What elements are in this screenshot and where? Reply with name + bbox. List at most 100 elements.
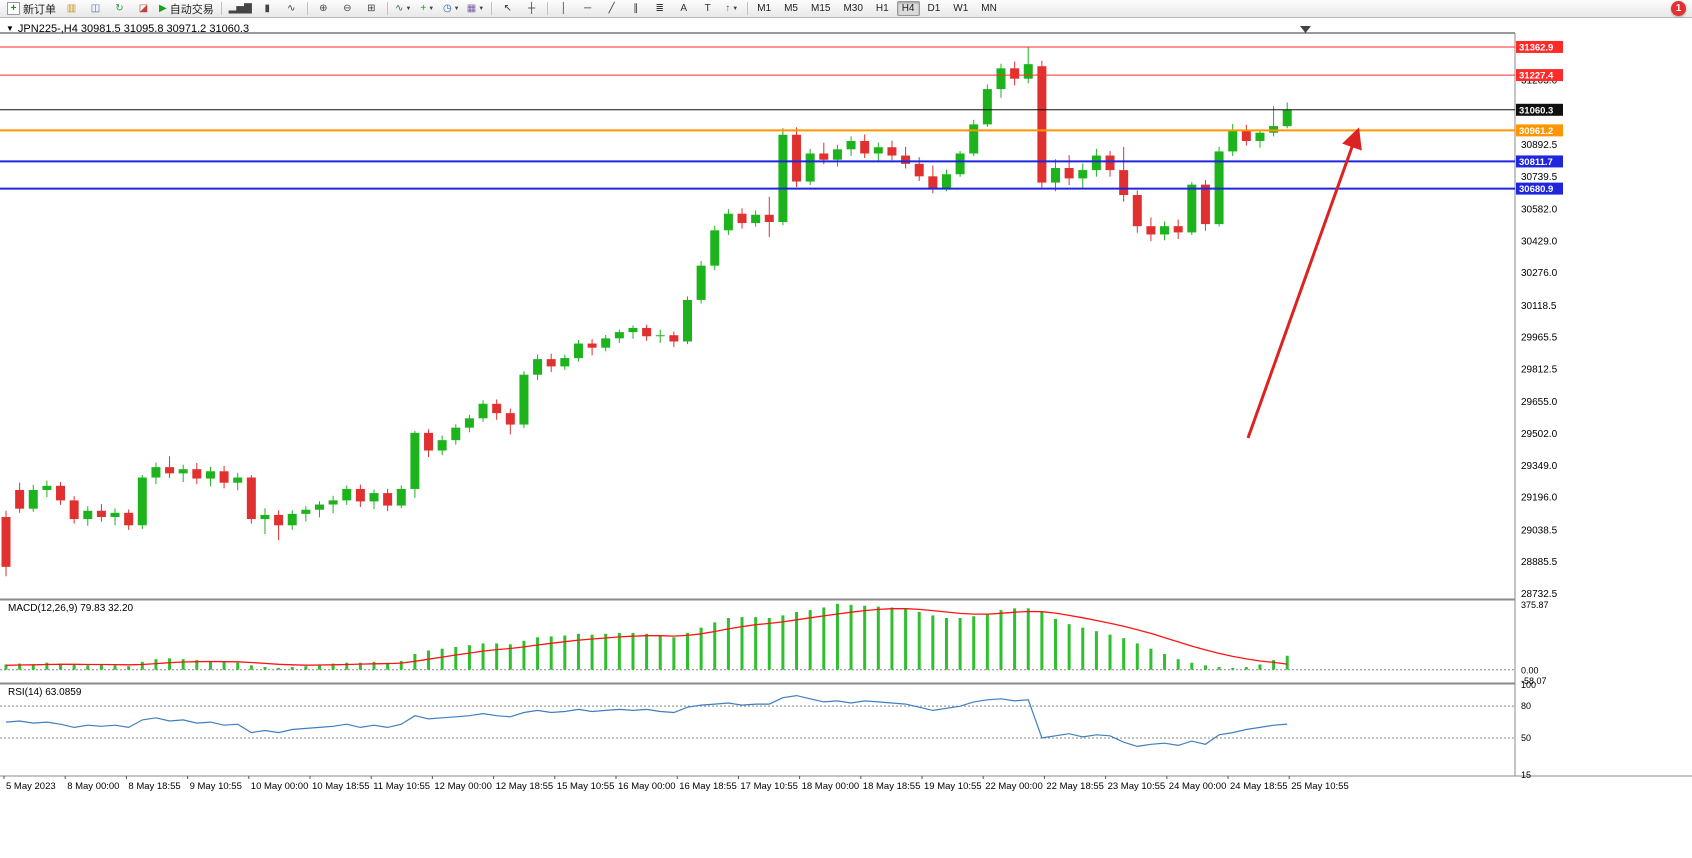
channel-button[interactable]: ∥: [624, 0, 647, 17]
toolbar-items: + 新订单 ▥ ◫ ↻ ◪ ▶ 自动交易 ▂▅▇ ▮ ∿ ⊕ ⊖ ⊞ ∿ ▼ + ▼ ◷ ▼ ▦ ▼ ↖ ┼ │ ─ ╱ ∥ ≣ A T ↑ ▼: [4, 0, 751, 17]
indicator-wave-icon: ∿: [395, 2, 404, 14]
price-badge: [1516, 40, 1563, 53]
bull-candle: [560, 358, 570, 367]
svg-text:29502.0: 29502.0: [1521, 429, 1558, 440]
vertical-line-button[interactable]: │: [552, 0, 575, 17]
chart-title: ▼ JPN225-,H4 30981.5 31095.8 30971.2 3106…: [6, 23, 249, 35]
bull-candle: [710, 230, 720, 266]
charts-button[interactable]: ▥: [60, 0, 83, 17]
trend-arrow[interactable]: [1246, 127, 1362, 439]
chart-shift-marker-icon[interactable]: [1300, 26, 1311, 33]
chart-canvas[interactable]: 31203.0 30892.5 30739.5 30582.0 30429.0 30276…: [0, 18, 1692, 795]
new-order-button[interactable]: + 新订单: [4, 0, 59, 17]
line-chart-button[interactable]: ∿: [280, 0, 303, 17]
bull-candle: [205, 471, 215, 479]
candles-layer: [1, 47, 1292, 577]
bear-candle: [69, 500, 79, 520]
bear-candle: [1146, 226, 1156, 235]
autotrading-button[interactable]: ▶ 自动交易: [156, 0, 217, 17]
timeframe-button-W1[interactable]: W1: [953, 3, 969, 14]
terminal-button[interactable]: ◪: [132, 0, 155, 17]
trendline-button[interactable]: ╱: [600, 0, 623, 17]
chevron-down-icon: ▼: [478, 5, 485, 12]
svg-text:16 May 00:00: 16 May 00:00: [618, 781, 676, 792]
bull-candle: [1228, 130, 1238, 152]
bull-candle: [982, 89, 992, 125]
label-button[interactable]: T: [696, 0, 719, 17]
candlestick-chart-button[interactable]: ▮: [256, 0, 279, 17]
chevron-down-icon: ▼: [428, 5, 435, 12]
svg-text:24 May 18:55: 24 May 18:55: [1230, 781, 1288, 792]
refresh-button[interactable]: ↻: [108, 0, 131, 17]
zoom-out-button[interactable]: ⊖: [336, 0, 359, 17]
bull-candle: [1091, 155, 1101, 171]
horizontal-line-button[interactable]: ─: [576, 0, 599, 17]
svg-text:12 May 18:55: 12 May 18:55: [496, 781, 554, 792]
plus-icon: +: [420, 2, 427, 14]
svg-text:10 May 00:00: 10 May 00:00: [251, 781, 309, 792]
zoom-in-button[interactable]: ⊕: [312, 0, 335, 17]
bear-candle: [792, 134, 802, 182]
bull-candle: [1255, 132, 1265, 142]
macd-label: MACD(12,26,9) 79.83 32.20: [8, 603, 134, 614]
text-icon: A: [680, 2, 688, 14]
timeframe-button-M30[interactable]: M30: [843, 3, 863, 14]
bear-candle: [928, 176, 938, 189]
bear-candle: [546, 359, 556, 367]
timeframe-button-H1[interactable]: H1: [875, 3, 889, 14]
bull-candle: [464, 418, 474, 428]
templates-button[interactable]: ▦ ▼: [464, 0, 487, 17]
cursor-button[interactable]: ↖: [496, 0, 519, 17]
channel-icon: ∥: [633, 2, 639, 14]
bull-candle: [1051, 168, 1061, 183]
timeframe-button-D1[interactable]: D1: [927, 3, 941, 14]
svg-text:8 May 00:00: 8 May 00:00: [67, 781, 119, 792]
indicators-button[interactable]: ∿ ▼: [392, 0, 415, 17]
svg-text:24 May 00:00: 24 May 00:00: [1169, 781, 1227, 792]
one-click-trading-icon[interactable]: ▼: [6, 24, 14, 33]
timeframe-button-H4[interactable]: H4: [896, 1, 920, 16]
notification-badge[interactable]: 1: [1671, 1, 1686, 16]
bull-candle: [1160, 226, 1170, 235]
bear-candle: [1119, 170, 1129, 196]
bull-candle: [628, 327, 638, 333]
bull-candle: [137, 477, 147, 526]
bull-candle: [601, 338, 611, 348]
fibonacci-button[interactable]: ≣: [648, 0, 671, 17]
new-order-icon: +: [7, 2, 20, 15]
crosshair-button[interactable]: ┼: [520, 0, 543, 17]
bull-candle: [110, 512, 120, 517]
text-button[interactable]: A: [672, 0, 695, 17]
bull-candle: [846, 141, 856, 150]
bear-candle: [901, 155, 911, 164]
bear-candle: [219, 471, 229, 483]
toolbar-separator: [386, 2, 388, 15]
tile-windows-button[interactable]: ⊞: [360, 0, 383, 17]
svg-text:8 May 18:55: 8 May 18:55: [128, 781, 180, 792]
svg-text:15 May 10:55: 15 May 10:55: [557, 781, 615, 792]
bar-chart-button[interactable]: ▂▅▇: [226, 0, 255, 17]
tile-windows-icon: ⊞: [367, 2, 376, 14]
add-indicator-button[interactable]: + ▼: [416, 0, 439, 17]
bear-candle: [424, 432, 434, 451]
svg-text:29349.0: 29349.0: [1521, 461, 1558, 472]
arrows-button[interactable]: ↑ ▼: [720, 0, 743, 17]
timeframe-button-M5[interactable]: M5: [784, 3, 798, 14]
bear-candle: [1, 516, 11, 567]
market-watch-button[interactable]: ◫: [84, 0, 107, 17]
svg-text:22 May 18:55: 22 May 18:55: [1046, 781, 1104, 792]
macd-axis-labels: 375.87 0.00-58.07: [1521, 600, 1549, 686]
svg-text:80: 80: [1521, 701, 1531, 711]
bull-candle: [342, 488, 352, 501]
bull-candle: [287, 513, 297, 526]
periods-button[interactable]: ◷ ▼: [440, 0, 463, 17]
timeframe-button-MN[interactable]: MN: [981, 3, 997, 14]
svg-text:-58.07: -58.07: [1521, 676, 1547, 686]
svg-text:375.87: 375.87: [1521, 600, 1549, 610]
timeframe-button-M1[interactable]: M1: [757, 3, 772, 14]
bear-candle: [642, 327, 652, 337]
horizontal-line-icon: ─: [584, 2, 592, 14]
svg-text:50: 50: [1521, 733, 1531, 743]
bull-candle: [233, 477, 243, 483]
timeframe-button-M15[interactable]: M15: [811, 3, 831, 14]
